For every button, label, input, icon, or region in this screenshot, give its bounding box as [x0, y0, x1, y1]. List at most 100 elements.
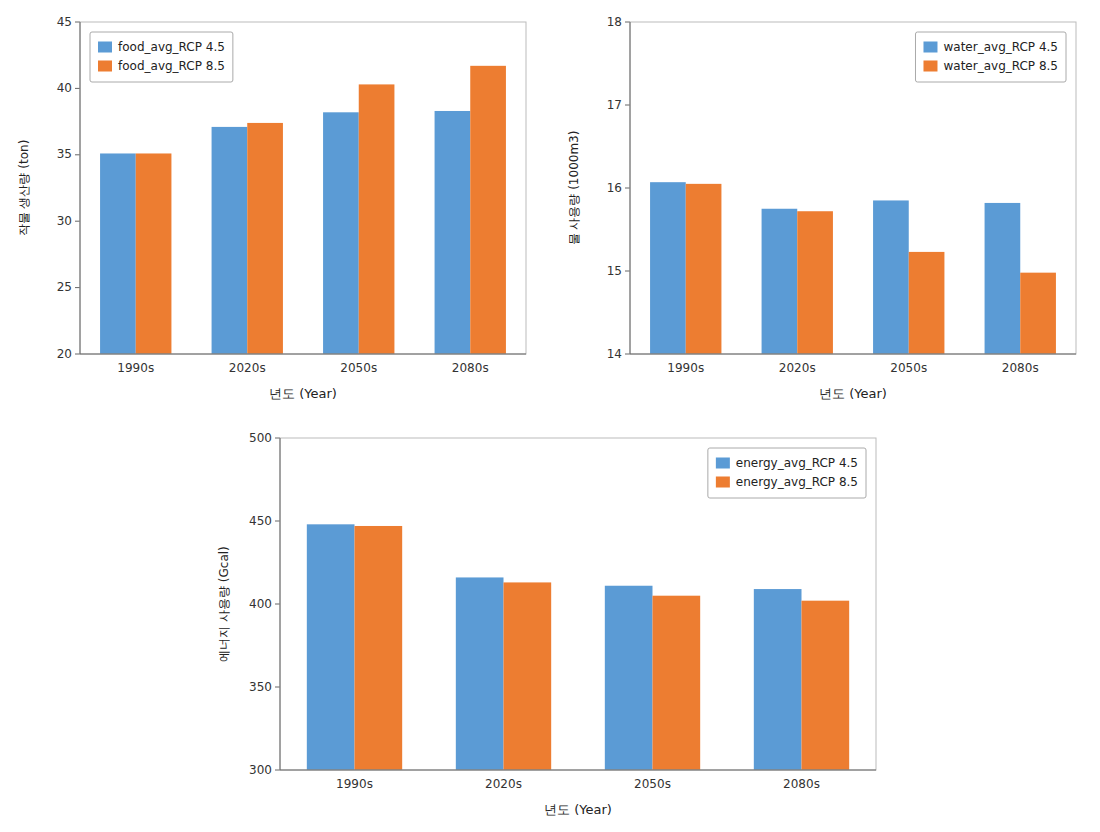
y-axis-label: 물 사용량 (1000m3)	[567, 131, 581, 246]
bar	[873, 200, 909, 354]
y-tick	[75, 287, 80, 288]
x-tick-label: 2020s	[229, 361, 266, 375]
y-tick-label: 20	[57, 347, 72, 361]
x-tick-label: 2080s	[783, 777, 820, 791]
x-axis-line	[630, 354, 1076, 355]
x-tick-label: 1990s	[336, 777, 373, 791]
legend-swatch	[716, 477, 730, 488]
bar	[247, 123, 283, 354]
bar	[1020, 273, 1056, 354]
y-axis-label: 에너지 사용량 (Gcal)	[217, 546, 231, 662]
x-tick-label: 2050s	[340, 361, 377, 375]
legend-box	[90, 32, 233, 82]
chart-panel: 14 15 16 17 18 1990s 2020s 2050s 2080s 년도 (Year) 물…	[567, 15, 1076, 832]
y-tick-label: 300	[249, 763, 272, 777]
bars	[307, 524, 849, 770]
y-tick-label: 450	[249, 514, 272, 528]
y-tick	[75, 154, 80, 155]
plot-frame	[280, 438, 876, 770]
y-tick	[625, 188, 630, 189]
bar	[456, 577, 504, 770]
legend: food_avg_RCP 4.5 food_avg_RCP 8.5	[90, 32, 233, 82]
y-tick-label: 35	[57, 147, 72, 161]
y-tick-label: 16	[607, 181, 622, 195]
y-tick	[75, 88, 80, 89]
legend-swatch	[923, 61, 937, 72]
legend-label: water_avg_RCP 8.5	[943, 59, 1058, 73]
y-tick-label: 18	[607, 15, 622, 29]
bar	[650, 182, 686, 354]
bar	[136, 153, 172, 354]
legend: water_avg_RCP 4.5 water_avg_RCP 8.5	[915, 32, 1066, 82]
y-tick-label: 45	[57, 15, 72, 29]
bar	[802, 601, 850, 770]
y-tick-label: 400	[249, 597, 272, 611]
y-tick-label: 30	[57, 214, 72, 228]
x-tick-label: 1990s	[667, 361, 704, 375]
y-tick	[625, 22, 630, 23]
legend-label: food_avg_RCP 4.5	[118, 40, 225, 54]
bar	[355, 526, 403, 770]
bar	[359, 84, 395, 354]
legend-label: energy_avg_RCP 8.5	[736, 475, 858, 489]
x-tick-label: 2020s	[779, 361, 816, 375]
x-tick-label: 1990s	[117, 361, 154, 375]
y-tick	[625, 105, 630, 106]
y-axis-line	[280, 438, 281, 770]
y-tick-label: 350	[249, 680, 272, 694]
x-tick-label: 2080s	[452, 361, 489, 375]
y-tick-label: 17	[607, 98, 622, 112]
chart-panel: 300 350 400 450 500 1990s 2020s 2050s 2080s 년도 (Y…	[217, 431, 876, 832]
y-tick	[275, 521, 280, 522]
figure: 20 25 30 35 40 45 1990s 2020s 2050s 2080s 년도 (Year…	[0, 0, 1100, 832]
bar	[686, 184, 722, 354]
x-tick-label: 2080s	[1002, 361, 1039, 375]
y-tick-label: 500	[249, 431, 272, 445]
y-tick-label: 15	[607, 264, 622, 278]
legend-swatch	[98, 42, 112, 53]
bar	[504, 582, 552, 770]
x-tick-label: 2020s	[485, 777, 522, 791]
y-tick	[625, 271, 630, 272]
legend-box	[708, 448, 866, 498]
bars	[100, 66, 506, 354]
y-tick	[625, 354, 630, 355]
bar	[754, 589, 802, 770]
legend-label: energy_avg_RCP 4.5	[736, 456, 858, 470]
y-tick	[275, 770, 280, 771]
y-axis-line	[630, 22, 631, 354]
bar	[307, 524, 355, 770]
x-axis-label: 년도 (Year)	[269, 386, 337, 401]
legend-label: water_avg_RCP 4.5	[943, 40, 1058, 54]
bars	[650, 182, 1056, 354]
legend: energy_avg_RCP 4.5 energy_avg_RCP 8.5	[708, 448, 866, 498]
bar	[323, 112, 359, 354]
plot-frame	[80, 22, 526, 354]
y-tick-label: 14	[607, 347, 622, 361]
legend-swatch	[98, 61, 112, 72]
chart-panel: 20 25 30 35 40 45 1990s 2020s 2050s 2080s 년도 (Year…	[17, 15, 526, 620]
bar	[212, 127, 248, 354]
y-tick	[75, 22, 80, 23]
x-axis-line	[280, 770, 876, 771]
y-tick	[275, 687, 280, 688]
x-axis-label: 년도 (Year)	[819, 386, 887, 401]
legend-swatch	[716, 458, 730, 469]
bar	[470, 66, 506, 354]
legend-box	[915, 32, 1066, 82]
bar	[762, 209, 798, 354]
plot-frame	[630, 22, 1076, 354]
x-tick-label: 2050s	[890, 361, 927, 375]
legend-swatch	[923, 42, 937, 53]
y-tick-label: 40	[57, 81, 72, 95]
x-axis-label: 년도 (Year)	[544, 802, 612, 817]
y-tick	[75, 354, 80, 355]
bar	[653, 596, 701, 770]
legend-label: food_avg_RCP 8.5	[118, 59, 225, 73]
x-tick-label: 2050s	[634, 777, 671, 791]
y-axis-label: 작물 생산량 (ton)	[17, 140, 31, 237]
x-axis-line	[80, 354, 526, 355]
bar	[100, 153, 136, 354]
y-tick	[75, 221, 80, 222]
y-tick-label: 25	[57, 280, 72, 294]
